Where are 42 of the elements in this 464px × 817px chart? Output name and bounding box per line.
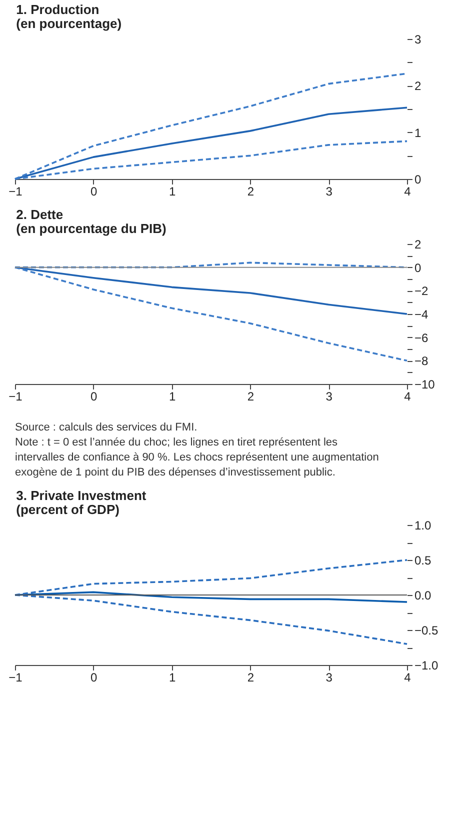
x-tick-label: 2 [247,390,254,404]
chart-subtitle: (percent of GDP) [16,502,120,517]
chart-title: 2. Dette [16,207,64,222]
x-tick-label: 1 [168,670,176,684]
x-tick-label: −1 [8,670,23,684]
chart-subtitle: (en pourcentage) [16,16,122,31]
y-tick-label: −6 [414,330,429,345]
x-tick-label: 0 [90,184,98,198]
x-tick-label: −1 [8,390,23,404]
y-tick-label: −10 [414,378,436,392]
y-tick-label: −1.0 [414,658,439,672]
x-tick-label: 3 [326,670,333,684]
chart-title: 1. Production [16,2,100,17]
x-tick-label: 1 [168,184,176,198]
y-tick-label: 0.5 [414,554,432,568]
x-tick-label: −1 [8,184,23,198]
x-tick-label: 1 [168,390,176,404]
y-tick-label: 1.0 [414,518,432,532]
text: Note : t = 0 est l’année du choc; les lignes en tiret représentent les intervalles de confiance à 90 %. Les chocs représentent une augmentation exogène de 1 point du PIB des dépenses d’investissement public. [15,436,379,478]
y-tick-label: 2 [414,238,422,252]
y-tick-label: 0.0 [414,588,432,602]
x-tick-label: 3 [326,184,333,198]
x-tick-label: 0 [90,670,98,684]
x-tick-label: 3 [326,390,333,404]
y-tick-label: 0 [414,260,422,275]
y-tick-label: −2 [414,284,429,298]
y-tick-label: 0 [414,172,422,186]
x-tick-label: 4 [404,390,412,404]
source-note: Source : calculs des services du FMI. [15,422,198,434]
y-tick-label: 3 [414,32,422,46]
x-tick-label: 4 [404,184,412,198]
y-tick-label: 2 [414,79,422,94]
x-tick-label: 2 [247,670,254,684]
y-tick-label: −0.5 [414,624,439,638]
chart-subtitle: (en pourcentage du PIB) [16,221,166,236]
y-tick-label: 1 [414,126,422,140]
y-tick-label: −8 [414,354,429,368]
chart-title: 3. Private Investment [16,488,147,503]
x-tick-label: 2 [247,184,254,198]
y-tick-label: −4 [414,308,429,322]
x-tick-label: 0 [90,390,98,404]
x-tick-label: 4 [404,670,412,684]
